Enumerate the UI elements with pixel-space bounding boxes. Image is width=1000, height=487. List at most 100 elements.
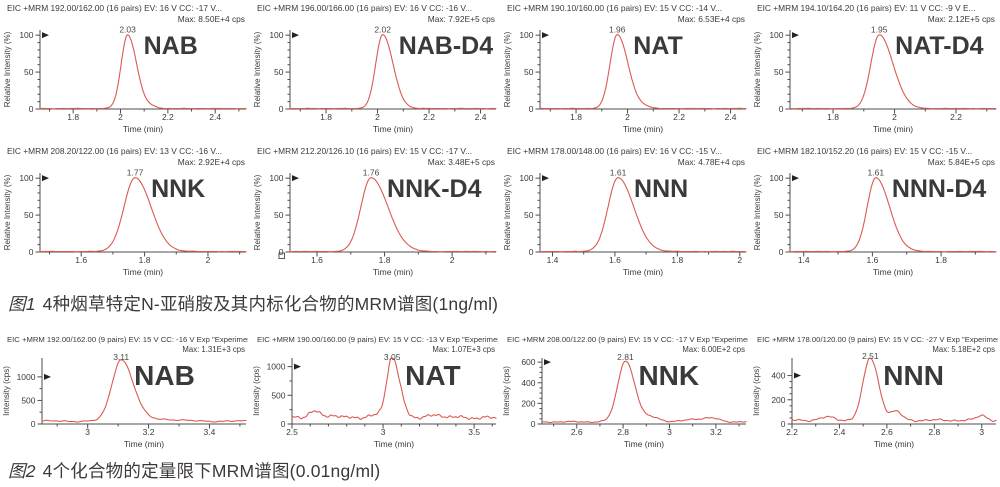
figure1-caption-label: 图1 <box>8 294 36 314</box>
x-tick-label: 3 <box>85 427 90 437</box>
panel-mrm-header: EIC +MRM 196.00/166.00 (16 pairs) EV: 16… <box>257 3 473 13</box>
chromatogram-panel: EIC +MRM 178.00/120.00 (9 pairs) EV: 15 … <box>750 331 1000 453</box>
y-tick-label: 100 <box>519 173 533 183</box>
chromatogram-plot: 0 200 400 2.2 2.4 2.6 2.8 3 Intensity (cps) Time … <box>752 353 997 449</box>
peak-retention-time-label: 2.02 <box>374 25 391 35</box>
y-tick-label: 100 <box>269 173 283 183</box>
chromatogram-plot: 0 200 400 600 2.6 2.8 3 3.2 Intensity (cps) Time … <box>502 353 747 449</box>
x-tick-label: 1.4 <box>798 255 810 265</box>
peak-retention-time-label: 2.03 <box>119 25 136 35</box>
y-tick-label: 50 <box>274 67 284 77</box>
x-tick-label: 2 <box>118 112 123 122</box>
y-tick-label: 100 <box>269 30 283 40</box>
panel-max-cps-label: Max: 4.78E+4 cps <box>677 156 745 167</box>
y-axis-title: Relative Intensity (%) <box>753 174 762 250</box>
x-axis-title: Time (min) <box>874 439 914 449</box>
chromatogram-panel: EIC +MRM 212.20/126.10 (16 pairs) EV: 15… <box>250 143 500 286</box>
active-trace-triangle-icon <box>292 175 299 182</box>
chromatogram-panel: EIC +MRM 182.10/152.20 (16 pairs) EV: 15… <box>750 143 1000 286</box>
x-tick-label: 3 <box>381 427 386 437</box>
x-axis-title: Time (min) <box>373 124 413 134</box>
chromatogram-trace <box>789 34 997 110</box>
compound-name-label: NNN <box>883 360 944 391</box>
x-tick-label: 1.4 <box>547 255 559 265</box>
x-tick-label: 2 <box>892 112 897 122</box>
chromatogram-trace <box>539 34 747 110</box>
active-trace-triangle-icon <box>792 32 799 39</box>
compound-name-label: NNK-D4 <box>387 175 482 203</box>
active-trace-triangle-icon <box>44 373 51 380</box>
compound-name-label: NNN-D4 <box>892 175 987 203</box>
chromatogram-plot: 0 50 100 1.8 2 2.2 2.4 Relative Intensity (%) Ti… <box>503 25 747 134</box>
chromatogram-trace <box>789 177 997 253</box>
x-tick-label: 2.5 <box>286 427 298 437</box>
chromatogram-panel: EIC +MRM 196.00/166.00 (16 pairs) EV: 16… <box>250 0 500 143</box>
active-trace-triangle-icon <box>794 372 801 379</box>
x-axis-title: Time (min) <box>123 267 163 277</box>
panel-mrm-header: EIC +MRM 208.20/122.00 (16 pairs) EV: 13… <box>7 146 223 156</box>
x-tick-label: 3 <box>979 427 984 437</box>
y-tick-label: 200 <box>771 395 785 405</box>
y-axis-title: Relative Intensity (%) <box>253 174 262 250</box>
x-tick-label: 2.2 <box>950 112 962 122</box>
x-tick-label: 2.4 <box>834 427 846 437</box>
chromatogram-panel: EIC +MRM 192.00/162.00 (9 pairs) EV: 15 … <box>0 331 250 453</box>
y-tick-label: 0 <box>529 247 534 257</box>
x-tick-label: 2.4 <box>209 112 221 122</box>
x-tick-label: 1.8 <box>671 255 683 265</box>
y-tick-label: 0 <box>531 419 536 429</box>
origin-square-marker-icon <box>278 252 285 259</box>
y-tick-label: 500 <box>271 390 285 400</box>
peak-retention-time-label: 2.51 <box>862 353 879 361</box>
active-trace-triangle-icon <box>542 32 549 39</box>
figure2-panel-grid: EIC +MRM 192.00/162.00 (9 pairs) EV: 15 … <box>0 331 1000 453</box>
peak-retention-time-label: 1.61 <box>868 168 885 178</box>
panel-mrm-header: EIC +MRM 192.00/162.00 (9 pairs) EV: 15 … <box>7 335 248 344</box>
chromatogram-panel: EIC +MRM 208.00/122.00 (9 pairs) EV: 15 … <box>500 331 750 453</box>
figure1-caption: 图1 4种烟草特定N-亚硝胺及其内标化合物的MRM谱图(1ng/ml) <box>8 291 498 316</box>
compound-name-label: NNN <box>634 175 688 203</box>
y-axis-title: Relative Intensity (%) <box>253 31 262 107</box>
x-axis-title: Time (min) <box>373 267 413 277</box>
x-axis-title: Time (min) <box>873 124 913 134</box>
y-tick-label: 50 <box>524 210 534 220</box>
x-tick-label: 1.8 <box>139 255 151 265</box>
panel-mrm-header: EIC +MRM 178.00/120.00 (9 pairs) EV: 15 … <box>757 335 998 344</box>
figure2-caption-label: 图2 <box>8 461 36 481</box>
x-axis-title: Time (min) <box>624 439 664 449</box>
compound-name-label: NAB-D4 <box>399 32 494 60</box>
compound-name-label: NAT <box>633 32 683 60</box>
panel-mrm-header: EIC +MRM 190.00/160.00 (9 pairs) EV: 15 … <box>257 335 498 344</box>
chromatogram-panel: EIC +MRM 190.00/160.00 (9 pairs) EV: 15 … <box>250 331 500 453</box>
y-axis-title: Relative Intensity (%) <box>3 31 12 107</box>
x-tick-label: 3 <box>667 427 672 437</box>
y-axis-title: Intensity (cps) <box>2 366 11 416</box>
compound-name-label: NAT <box>405 360 460 391</box>
y-tick-label: 50 <box>524 67 534 77</box>
y-tick-label: 100 <box>519 30 533 40</box>
y-axis-title: Relative Intensity (%) <box>503 31 512 107</box>
x-tick-label: 2.2 <box>673 112 685 122</box>
figure1-panel-grid: EIC +MRM 192.00/162.00 (16 pairs) EV: 16… <box>3 0 1000 286</box>
y-tick-label: 50 <box>24 210 34 220</box>
x-tick-label: 2 <box>375 112 380 122</box>
y-axis-title: Intensity (cps) <box>752 366 761 416</box>
x-tick-label: 1.6 <box>866 255 878 265</box>
figure1-caption-text: 4种烟草特定N-亚硝胺及其内标化合物的MRM谱图(1ng/ml) <box>42 294 499 314</box>
x-tick-label: 2 <box>206 255 211 265</box>
compound-name-label: NNK <box>638 360 699 391</box>
chromatogram-trace <box>39 177 247 253</box>
chromatogram-plot: 0 50 100 1.6 1.8 2 Relative Intensity (%) Time … <box>3 168 247 277</box>
y-tick-label: 1000 <box>17 372 36 382</box>
x-tick-label: 3.2 <box>710 427 722 437</box>
chromatogram-plot: 0 50 100 1.8 2 2.2 2.4 Relative Intensity (%) Ti… <box>253 25 497 134</box>
y-tick-label: 600 <box>521 357 535 367</box>
x-tick-label: 2.4 <box>475 112 487 122</box>
x-tick-label: 1.6 <box>311 255 323 265</box>
x-tick-label: 1.8 <box>67 112 79 122</box>
chromatogram-trace <box>41 359 247 423</box>
panel-max-cps-label: Max: 3.48E+5 cps <box>427 156 495 167</box>
chromatogram-trace <box>289 34 497 110</box>
peak-retention-time-label: 2.81 <box>617 353 634 362</box>
panel-max-cps-label: Max: 6.53E+4 cps <box>677 13 745 24</box>
